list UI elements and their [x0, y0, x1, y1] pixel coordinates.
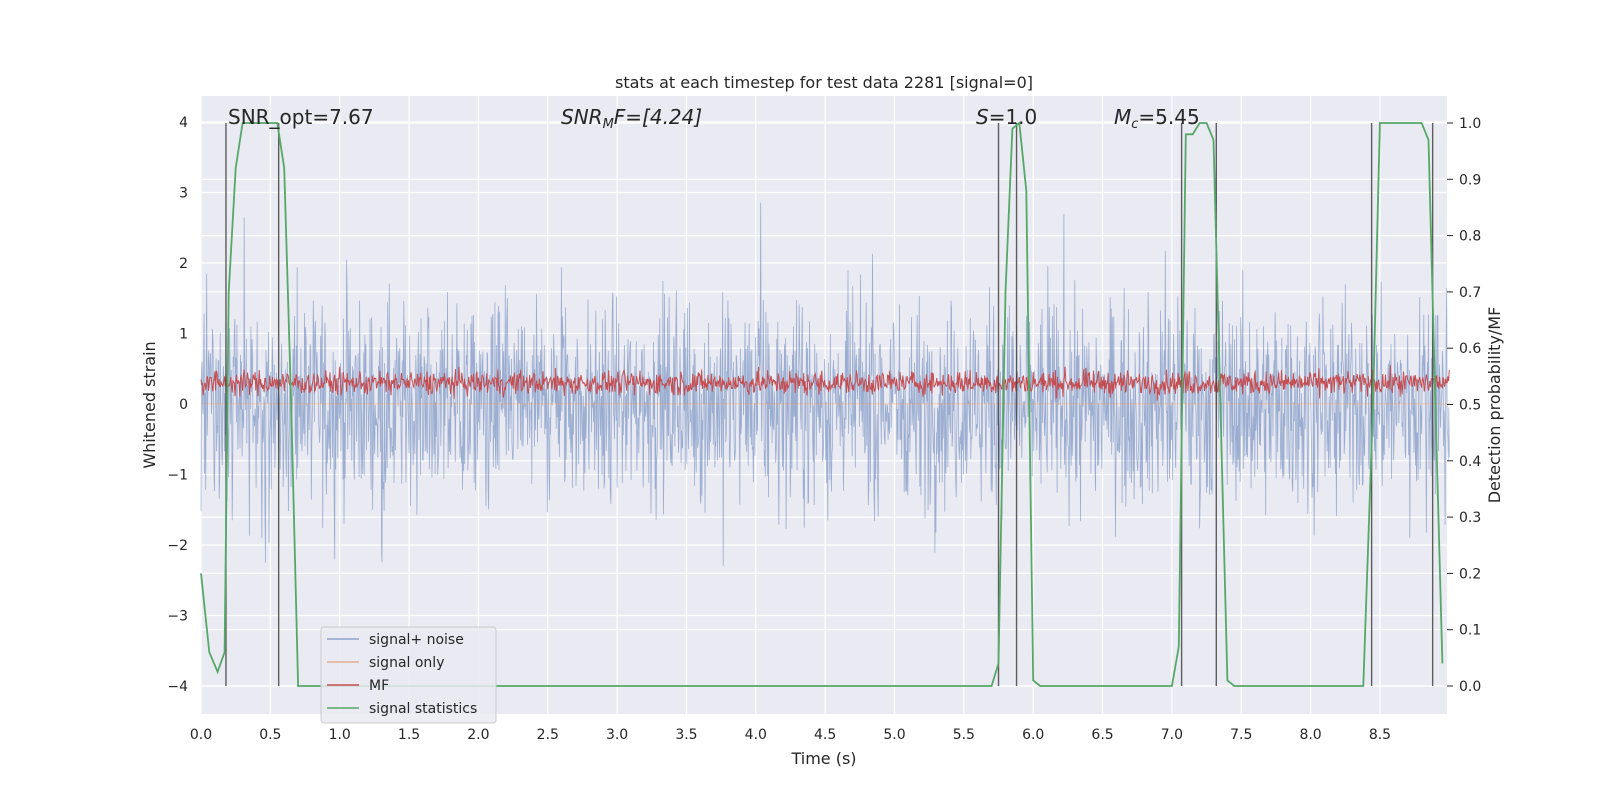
y2-tick-label: 0.6: [1459, 341, 1481, 357]
x-tick-label: 0.5: [259, 727, 281, 743]
snr-mf-symbol: SNR: [561, 105, 603, 129]
legend-label-signal-only: signal only: [369, 655, 444, 671]
signal-noise-line: [200, 202, 1450, 566]
x-axis-label: Time (s): [790, 749, 856, 768]
y-tick-label: 4: [179, 115, 188, 131]
x-tick-label: 0.0: [190, 727, 212, 743]
y-axis-ticks: 4 3 2 1 0 −1 −2 −3 −4: [167, 115, 188, 695]
legend-label-signal-noise: signal+ noise: [369, 632, 464, 648]
mf-line: [200, 365, 1450, 401]
y-tick-label: −2: [167, 538, 188, 554]
mc-annotation: Mc=5.45: [1114, 105, 1200, 132]
snr-mf-value: F=[4.24]: [614, 105, 702, 129]
x-tick-label: 4.0: [745, 727, 767, 743]
x-tick-label: 6.5: [1091, 727, 1113, 743]
legend-box: [320, 626, 497, 724]
snr-opt-annotation: SNR_opt=7.67: [228, 105, 374, 129]
x-tick-label: 2.5: [537, 727, 559, 743]
y-tick-label: −3: [167, 609, 188, 625]
y-tick-label: 3: [179, 186, 188, 202]
x-tick-label: 4.5: [814, 727, 836, 743]
y-tick-label: 2: [179, 256, 188, 272]
y2-tick-label: 0.5: [1459, 398, 1481, 414]
y2-tick-label: 0.2: [1459, 566, 1481, 582]
s-annotation: S=1.0: [976, 105, 1037, 129]
legend-label-signal-statistics: signal statistics: [369, 701, 477, 717]
y2-tick-label: 0.9: [1459, 172, 1481, 188]
y-axis-label: Whitened strain: [140, 341, 159, 468]
x-tick-label: 6.0: [1022, 727, 1044, 743]
y2-tick-label: 0.0: [1459, 679, 1481, 695]
snr-mf-annotation: SNRMF=[4.24]: [561, 105, 702, 132]
chart-title: stats at each timestep for test data 228…: [615, 73, 1033, 92]
x-tick-label: 3.5: [675, 727, 697, 743]
legend-label-mf: MF: [369, 678, 389, 694]
x-tick-label: 2.0: [467, 727, 489, 743]
mf-series: [200, 365, 1450, 401]
x-tick-label: 1.0: [329, 727, 351, 743]
y2-tick-label: 0.1: [1459, 623, 1481, 639]
mc-subscript: c: [1131, 117, 1138, 132]
y2-tick-label: 0.4: [1459, 454, 1481, 470]
s-symbol: S: [976, 105, 989, 129]
x-axis-ticks: 0.0 0.5 1.0 1.5 2.0 2.5 3.0 3.5 4.0 4.5 5.0 5.5 6.0 6…: [190, 727, 1391, 743]
y-tick-label: 0: [179, 397, 188, 413]
y2-axis-label: Detection probability/MF: [1485, 307, 1504, 504]
mc-symbol: M: [1114, 105, 1131, 129]
y2-tick-label: 0.8: [1459, 229, 1481, 245]
s-value: =1.0: [989, 105, 1038, 129]
signal-statistics-line: [200, 121, 1444, 687]
mc-value: =5.45: [1138, 105, 1199, 129]
x-tick-label: 8.0: [1299, 727, 1321, 743]
y-tick-label: −4: [167, 679, 188, 695]
y2-tick-label: 0.3: [1459, 510, 1481, 526]
y2-tick-label: 0.7: [1459, 285, 1481, 301]
y2-tick-label: 1.0: [1459, 116, 1481, 132]
x-tick-label: 7.0: [1161, 727, 1183, 743]
x-tick-label: 1.5: [398, 727, 420, 743]
x-tick-label: 5.5: [953, 727, 975, 743]
y-tick-label: 1: [179, 327, 188, 343]
y-tick-label: −1: [167, 468, 188, 484]
y2-axis-ticks: 1.0 0.9 0.8 0.7 0.6 0.5 0.4 0.3 0.2 0.1 0.0: [1447, 116, 1481, 695]
x-tick-label: 7.5: [1230, 727, 1252, 743]
signal-noise-series: [200, 202, 1450, 566]
snr-mf-subscript: M: [603, 117, 614, 132]
signal-statistics-series: [200, 121, 1444, 687]
x-tick-label: 5.0: [883, 727, 905, 743]
legend: signal+ noise signal only MF signal stat…: [320, 626, 497, 724]
x-tick-label: 8.5: [1369, 727, 1391, 743]
x-tick-label: 3.0: [606, 727, 628, 743]
